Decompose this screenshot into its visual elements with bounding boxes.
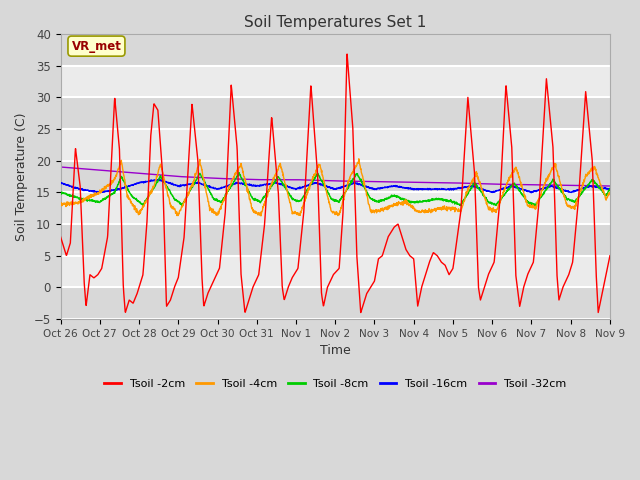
Legend: Tsoil -2cm, Tsoil -4cm, Tsoil -8cm, Tsoil -16cm, Tsoil -32cm: Tsoil -2cm, Tsoil -4cm, Tsoil -8cm, Tsoi… bbox=[100, 374, 571, 393]
Bar bbox=[61, 288, 610, 319]
Bar bbox=[61, 161, 610, 192]
Bar bbox=[61, 97, 610, 129]
Text: VR_met: VR_met bbox=[72, 40, 122, 53]
Y-axis label: Soil Temperature (C): Soil Temperature (C) bbox=[15, 112, 28, 241]
Title: Soil Temperatures Set 1: Soil Temperatures Set 1 bbox=[244, 15, 426, 30]
Bar bbox=[61, 224, 610, 256]
Bar bbox=[61, 34, 610, 66]
X-axis label: Time: Time bbox=[320, 344, 351, 357]
